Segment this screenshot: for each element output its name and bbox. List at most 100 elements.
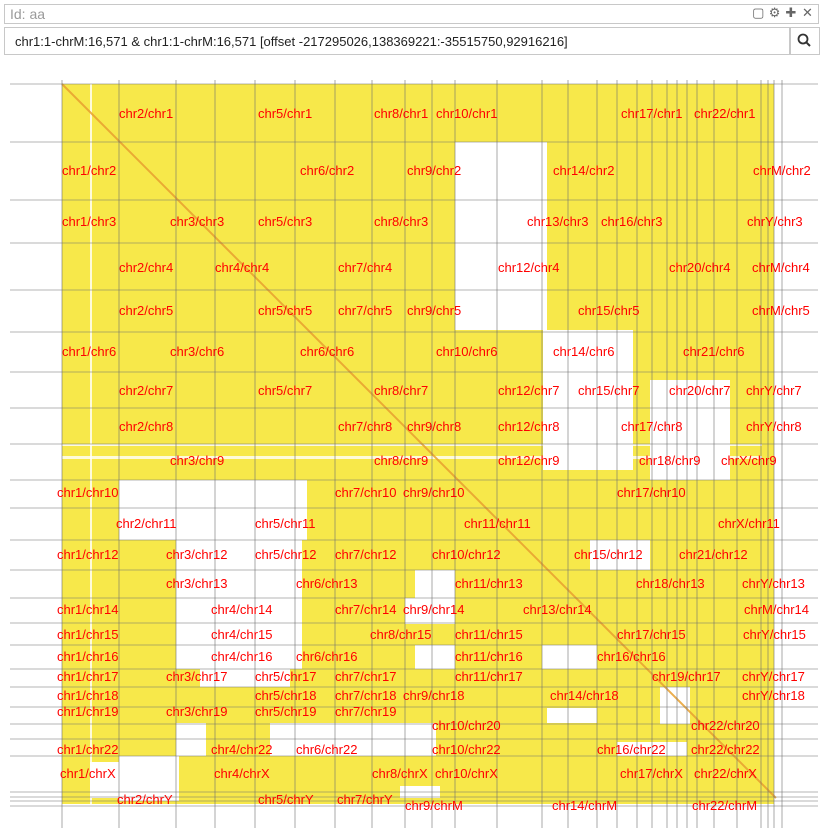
chromosome-pair-label: chr7/chr12 — [335, 547, 396, 562]
location-search-box — [4, 27, 790, 55]
chromosome-pair-label: chr7/chr4 — [338, 260, 392, 275]
chromosome-pair-label: chrY/chr13 — [742, 576, 805, 591]
diagonal-line — [61, 83, 777, 799]
chromosome-pair-label: chr2/chr8 — [119, 419, 173, 434]
close-icon[interactable]: ✕ — [802, 5, 814, 20]
chromosome-pair-label: chr5/chr18 — [255, 688, 316, 703]
chromosome-pair-label: chr4/chr16 — [211, 649, 272, 664]
chromosome-pair-label: chr6/chr13 — [296, 576, 357, 591]
alignment-gap — [62, 456, 762, 459]
alignment-gap — [176, 598, 302, 624]
chromosome-pair-label: chr10/chr22 — [432, 742, 501, 757]
chromosome-pair-label: chr7/chr14 — [335, 602, 396, 617]
chromosome-pair-label: chrX/chr11 — [718, 516, 780, 531]
chromosome-pair-label: chr11/chr15 — [455, 627, 523, 642]
chromosome-pair-label: chr16/chr3 — [601, 214, 662, 229]
chromosome-pair-label: chr5/chr7 — [258, 383, 312, 398]
chromosome-pair-label: chr8/chr3 — [374, 214, 428, 229]
alignment-gap — [176, 723, 206, 756]
chromosome-pair-label: chr8/chrX — [372, 766, 428, 781]
panel-controls: ▢ ⚙ ✚ ✕ — [752, 5, 814, 21]
chromosome-pair-label: chrY/chr8 — [746, 419, 802, 434]
chromosome-pair-label: chr10/chr12 — [432, 547, 501, 562]
chromosome-pair-label: chrY/chr18 — [742, 688, 805, 703]
chromosome-pair-label: chr1/chr18 — [57, 688, 118, 703]
chromosome-pair-label: chr8/chr7 — [374, 383, 428, 398]
chromosome-pair-label: chr20/chr4 — [669, 260, 730, 275]
chromosome-pair-label: chr17/chr15 — [617, 627, 686, 642]
chromosome-pair-label: chr7/chr17 — [335, 669, 396, 684]
chromosome-pair-label: chr12/chr8 — [498, 419, 559, 434]
chromosome-pair-label: chr10/chr20 — [432, 718, 501, 733]
chromosome-pair-label: chr3/chr13 — [166, 576, 227, 591]
chromosome-pair-label: chrY/chr17 — [742, 669, 805, 684]
panel-title: Id: aa — [10, 6, 46, 22]
alignment-gap — [119, 756, 179, 801]
chromosome-pair-label: chr16/chr22 — [597, 742, 666, 757]
move-icon[interactable]: ✚ — [785, 5, 798, 20]
self-alignment-diagonal — [61, 83, 777, 799]
chromosome-pair-label: chrM/chr14 — [744, 602, 809, 617]
chromosome-pair-label: chr1/chr22 — [57, 742, 118, 757]
chromosome-pair-labels: chr2/chr1 chr5/chr1 chr8/chr1 chr10/chr1 chr… — [57, 106, 811, 813]
chromosome-pair-label: chr22/chr22 — [691, 742, 760, 757]
chromosome-pair-label: chr6/chr22 — [296, 742, 357, 757]
chromosome-pair-label: chrM/chr5 — [752, 303, 810, 318]
chromosome-pair-label: chr19/chr17 — [652, 669, 721, 684]
chromosome-pair-label: chr3/chr19 — [166, 704, 227, 719]
chromosome-pair-label: chr6/chr16 — [296, 649, 357, 664]
chromosome-pair-label: chr10/chrX — [435, 766, 498, 781]
chromosome-pair-label: chr18/chr13 — [636, 576, 705, 591]
chromosome-pair-label: chr1/chr19 — [57, 704, 118, 719]
chromosome-pair-label: chr3/chr3 — [170, 214, 224, 229]
chromosome-pair-label: chr18/chr9 — [639, 453, 700, 468]
chromosome-pair-label: chr4/chr14 — [211, 602, 272, 617]
chromosome-pair-label: chr8/chr15 — [370, 627, 431, 642]
chromosome-pair-label: chr22/chr20 — [691, 718, 760, 733]
alignment-gap — [542, 645, 597, 669]
chromosome-pair-label: chr2/chr11 — [116, 516, 176, 531]
alignment-gap — [650, 380, 730, 480]
restore-icon[interactable]: ▢ — [752, 5, 766, 20]
chromosome-pair-label: chr3/chr17 — [166, 669, 227, 684]
chromosome-pair-label: chr21/chr12 — [679, 547, 748, 562]
chromosome-pair-label: chr1/chr14 — [57, 602, 118, 617]
chromosome-pair-label: chr5/chr5 — [258, 303, 312, 318]
panel-titlebar: Id: aa ▢ ⚙ ✚ ✕ — [4, 4, 819, 24]
location-input[interactable] — [13, 28, 787, 54]
chromosome-pair-label: chr17/chr1 — [621, 106, 682, 121]
chromosome-pair-label: chr7/chrY — [337, 792, 393, 807]
chromosome-pair-label: chr1/chr10 — [57, 485, 118, 500]
chromosome-pair-label: chr2/chrY — [117, 792, 173, 807]
chromosome-pair-label: chr9/chr5 — [407, 303, 461, 318]
chromosome-pair-label: chr4/chrX — [214, 766, 270, 781]
chromosome-pair-label: chr5/chr1 — [258, 106, 312, 121]
gear-icon[interactable]: ⚙ — [768, 5, 782, 20]
chromosome-pair-label: chr12/chr9 — [498, 453, 559, 468]
chromosome-pair-label: chr3/chr9 — [170, 453, 224, 468]
alignment-gap — [455, 142, 547, 330]
chromosome-pair-label: chrY/chr15 — [743, 627, 806, 642]
chromosome-pair-label: chr9/chr10 — [403, 485, 464, 500]
chromosome-pair-label: chrM/chr2 — [753, 163, 811, 178]
chromosome-pair-label: chr7/chr19 — [335, 704, 396, 719]
search-icon — [797, 33, 811, 47]
chromosome-pair-label: chr1/chr16 — [57, 649, 118, 664]
chromosome-pair-label: chr14/chr2 — [553, 163, 614, 178]
chromosome-pair-label: chr7/chr10 — [335, 485, 396, 500]
search-button[interactable] — [790, 27, 820, 55]
chromosome-pair-label: chr17/chr10 — [617, 485, 686, 500]
chromosome-pair-label: chr9/chr2 — [407, 163, 461, 178]
chromosome-pair-label: chr5/chr17 — [255, 669, 316, 684]
chromosome-pair-label: chr2/chr4 — [119, 260, 173, 275]
chromosome-pair-label: chr7/chr8 — [338, 419, 392, 434]
chromosome-pair-label: chr3/chr12 — [166, 547, 227, 562]
chromosome-pair-label: chr22/chrX — [694, 766, 757, 781]
dotplot-view[interactable]: chr2/chr1 chr5/chr1 chr8/chr1 chr10/chr1 chr… — [0, 64, 824, 833]
chromosome-pair-label: chr1/chr17 — [57, 669, 118, 684]
chromosome-pair-label: chr15/chr5 — [578, 303, 639, 318]
chromosome-pair-label: chr13/chr14 — [523, 602, 592, 617]
chromosome-pair-label: chr17/chrX — [620, 766, 683, 781]
chromosome-pair-label: chr8/chr9 — [374, 453, 428, 468]
chromosome-grid — [10, 80, 818, 828]
